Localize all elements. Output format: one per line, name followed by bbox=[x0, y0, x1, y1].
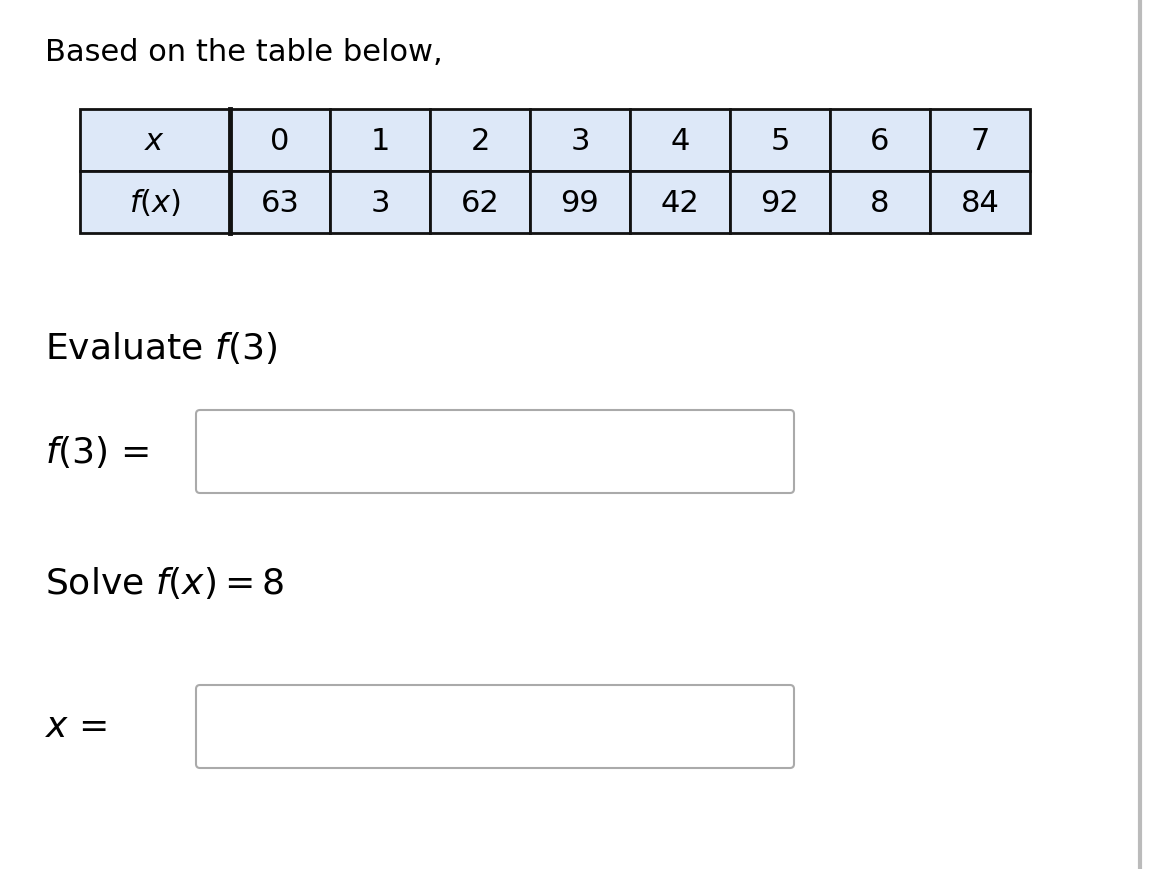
Bar bbox=[530, 109, 629, 172]
Text: Evaluate $f(3)$: Evaluate $f(3)$ bbox=[44, 329, 277, 366]
Text: 2: 2 bbox=[470, 126, 490, 156]
Bar bbox=[230, 172, 330, 234]
Text: 7: 7 bbox=[970, 126, 990, 156]
FancyBboxPatch shape bbox=[197, 686, 794, 768]
Bar bbox=[930, 172, 1030, 234]
Text: 5: 5 bbox=[770, 126, 790, 156]
Text: 3: 3 bbox=[370, 189, 390, 217]
Text: 0: 0 bbox=[270, 126, 290, 156]
Bar bbox=[629, 109, 730, 172]
Bar bbox=[730, 172, 830, 234]
Text: $x$: $x$ bbox=[144, 126, 165, 156]
Text: 42: 42 bbox=[661, 189, 700, 217]
Bar bbox=[80, 109, 230, 172]
Text: Solve $f(x) = 8$: Solve $f(x) = 8$ bbox=[44, 564, 284, 600]
Bar bbox=[830, 172, 930, 234]
Text: 3: 3 bbox=[570, 126, 590, 156]
Bar bbox=[431, 172, 530, 234]
Bar bbox=[80, 172, 230, 234]
Bar bbox=[629, 172, 730, 234]
Bar bbox=[431, 109, 530, 172]
Text: 63: 63 bbox=[261, 189, 300, 217]
Bar bbox=[330, 109, 431, 172]
Bar bbox=[830, 109, 930, 172]
Text: 84: 84 bbox=[961, 189, 999, 217]
Text: $f(3)$ =: $f(3)$ = bbox=[44, 434, 149, 470]
Bar bbox=[230, 109, 330, 172]
Text: 6: 6 bbox=[870, 126, 889, 156]
Text: 92: 92 bbox=[760, 189, 799, 217]
Text: $f(x)$: $f(x)$ bbox=[129, 188, 181, 218]
Text: Based on the table below,: Based on the table below, bbox=[44, 38, 442, 67]
Text: 4: 4 bbox=[670, 126, 689, 156]
Bar bbox=[730, 109, 830, 172]
Text: 62: 62 bbox=[461, 189, 500, 217]
FancyBboxPatch shape bbox=[197, 410, 794, 494]
Text: 8: 8 bbox=[870, 189, 889, 217]
Bar bbox=[930, 109, 1030, 172]
Text: 99: 99 bbox=[560, 189, 599, 217]
Text: 1: 1 bbox=[371, 126, 390, 156]
Bar bbox=[530, 172, 629, 234]
Text: $x$ =: $x$ = bbox=[44, 710, 108, 744]
Bar bbox=[330, 172, 431, 234]
